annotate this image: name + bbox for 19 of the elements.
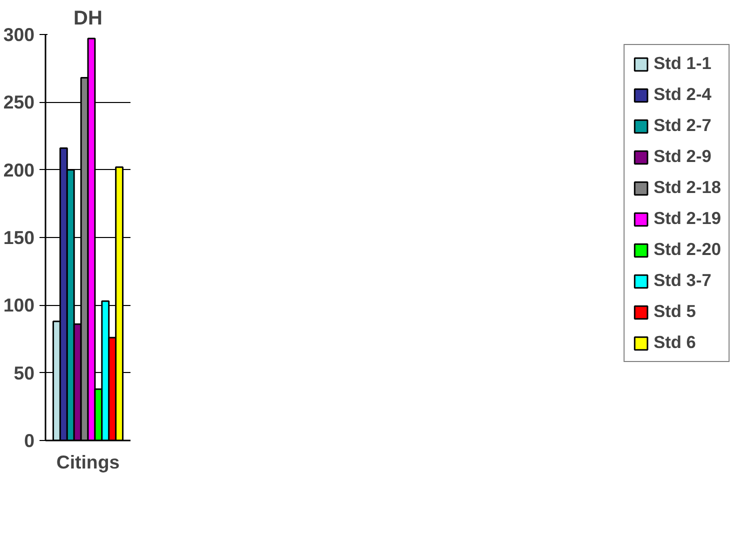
legend-label: Std 6 [654,332,696,353]
y-tick-label: 250 [3,92,35,113]
legend-label: Std 2-7 [654,115,712,136]
legend-label: Std 2-19 [654,208,721,229]
legend-label: Std 2-18 [654,177,721,198]
y-tick-label: 50 [14,362,35,384]
legend-label: Std 2-9 [654,146,712,167]
legend-label: Std 5 [654,301,696,322]
y-tick-label: 300 [3,24,35,45]
y-tick-label: 200 [3,159,35,180]
y-tick-label: 0 [24,430,35,451]
legend-label: Std 2-20 [654,239,721,260]
legend-label: Std 3-7 [654,270,712,291]
y-tick-label: 100 [3,294,35,316]
legend-label: Std 2-4 [654,84,712,105]
chart-title: DH [74,8,102,30]
legend-label: Std 1-1 [654,53,712,74]
y-tick-label: 150 [3,227,35,248]
x-tick-label: Citings [56,452,120,472]
